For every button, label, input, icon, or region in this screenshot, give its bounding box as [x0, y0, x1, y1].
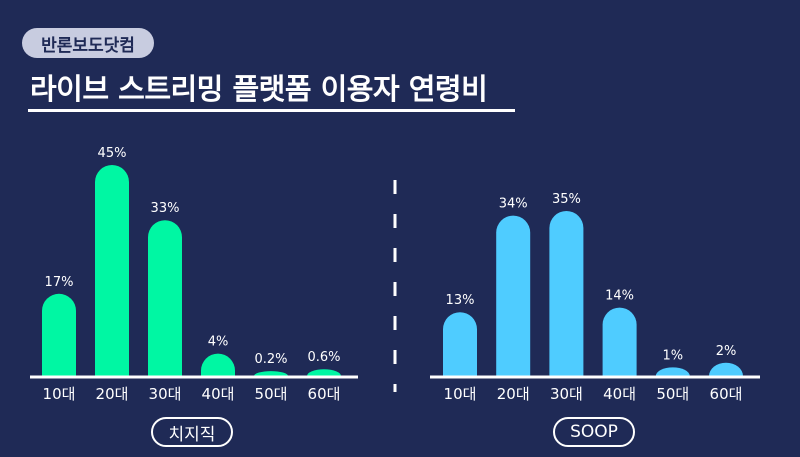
data-label-soop: 34%	[499, 197, 528, 212]
bar-soop-50대	[655, 367, 690, 376]
x-tick-label-soop: 10대	[444, 385, 477, 403]
x-tick-label-soop: 60대	[710, 385, 743, 403]
bar-chzzk-30대	[148, 220, 182, 376]
x-tick-label-chzzk: 10대	[43, 385, 76, 403]
data-label-chzzk: 0.6%	[307, 350, 340, 365]
chart-title-chzzk: 치지직	[151, 417, 233, 447]
x-tick-label-soop: 40대	[603, 385, 636, 403]
x-tick-label-chzzk: 50대	[255, 385, 288, 403]
x-tick-label-soop: 30대	[550, 385, 583, 403]
bar-chzzk-40대	[201, 353, 235, 376]
x-tick-label-chzzk: 40대	[202, 385, 235, 403]
bar-chzzk-60대	[307, 369, 341, 376]
data-label-chzzk: 33%	[151, 201, 180, 216]
bar-soop-40대	[602, 307, 637, 376]
data-label-soop: 14%	[605, 289, 634, 304]
bar-chzzk-20대	[95, 165, 129, 376]
data-label-chzzk: 4%	[208, 335, 229, 350]
data-label-soop: 2%	[716, 344, 737, 359]
bar-soop-60대	[709, 362, 743, 376]
source-badge: 반론보도닷컴	[22, 28, 154, 58]
x-tick-label-soop: 20대	[497, 385, 530, 403]
page-title: 라이브 스트리밍 플랫폼 이용자 연령비	[30, 72, 488, 106]
x-tick-label-chzzk: 60대	[308, 385, 341, 403]
chart-title-soop: SOOP	[553, 417, 635, 447]
data-label-chzzk: 0.2%	[254, 352, 287, 367]
data-label-soop: 35%	[552, 192, 581, 207]
x-tick-label-chzzk: 30대	[149, 385, 182, 403]
title-underline	[28, 109, 515, 112]
bar-chzzk-10대	[42, 293, 76, 376]
x-tick-label-chzzk: 20대	[96, 385, 129, 403]
bar-soop-20대	[496, 215, 531, 376]
data-label-soop: 1%	[662, 348, 683, 363]
data-label-chzzk: 17%	[45, 275, 74, 290]
data-label-chzzk: 45%	[98, 146, 127, 161]
bar-chzzk-50대	[254, 371, 288, 376]
x-tick-label-soop: 50대	[656, 385, 689, 403]
bar-soop-10대	[443, 312, 477, 376]
bar-soop-30대	[549, 211, 584, 376]
data-label-soop: 13%	[446, 293, 475, 308]
